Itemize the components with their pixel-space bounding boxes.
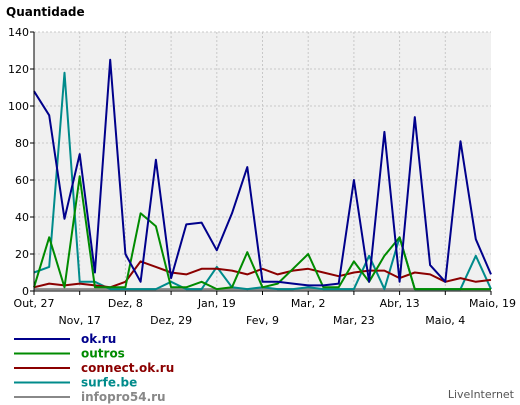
x-tick-label: Dez, 8 (108, 297, 143, 310)
series-lines (33, 58, 492, 291)
y-tick-label: 20 (15, 248, 29, 261)
y-tick-label: 140 (8, 26, 29, 39)
x-tick-label: Mar, 2 (291, 297, 326, 310)
x-tick-label: Maio, 4 (425, 314, 465, 327)
legend-label: outros (81, 347, 125, 361)
y-axis-ticks: 0 20 40 60 80 100 120 140 (8, 26, 34, 298)
legend: ok.ruoutrosconnect.ok.rusurfe.beinfopro5… (14, 332, 174, 404)
legend-label: connect.ok.ru (81, 361, 174, 375)
x-tick-label: Mar, 23 (333, 314, 375, 327)
x-tick-label: Out, 27 (14, 297, 55, 310)
legend-label: infopro54.ru (81, 390, 166, 404)
y-tick-label: 80 (15, 137, 29, 150)
legend-label: surfe.be (81, 376, 137, 390)
chart-title: Quantidade (6, 5, 85, 19)
x-tick-label: Dez, 29 (150, 314, 192, 327)
y-tick-label: 40 (15, 211, 29, 224)
grid-lines (34, 31, 491, 291)
x-tick-label: Fev, 9 (246, 314, 279, 327)
series-line-outros (33, 175, 491, 291)
y-tick-label: 0 (22, 285, 29, 298)
y-tick-label: 100 (8, 100, 29, 113)
x-tick-label: Nov, 17 (58, 314, 100, 327)
x-tick-label: Maio, 19 (469, 297, 516, 310)
y-tick-label: 60 (15, 174, 29, 187)
x-axis-ticks: Out, 27 Dez, 8 Jan, 19 Mar, 2 Abr, 13 Maio, 1… (14, 291, 516, 327)
series-line-ok-ru (33, 58, 492, 287)
y-tick-label: 120 (8, 63, 29, 76)
credit-label: LiveInternet (448, 388, 515, 401)
x-tick-label: Jan, 19 (197, 297, 236, 310)
legend-label: ok.ru (81, 332, 116, 346)
x-tick-label: Abr, 13 (380, 297, 420, 310)
